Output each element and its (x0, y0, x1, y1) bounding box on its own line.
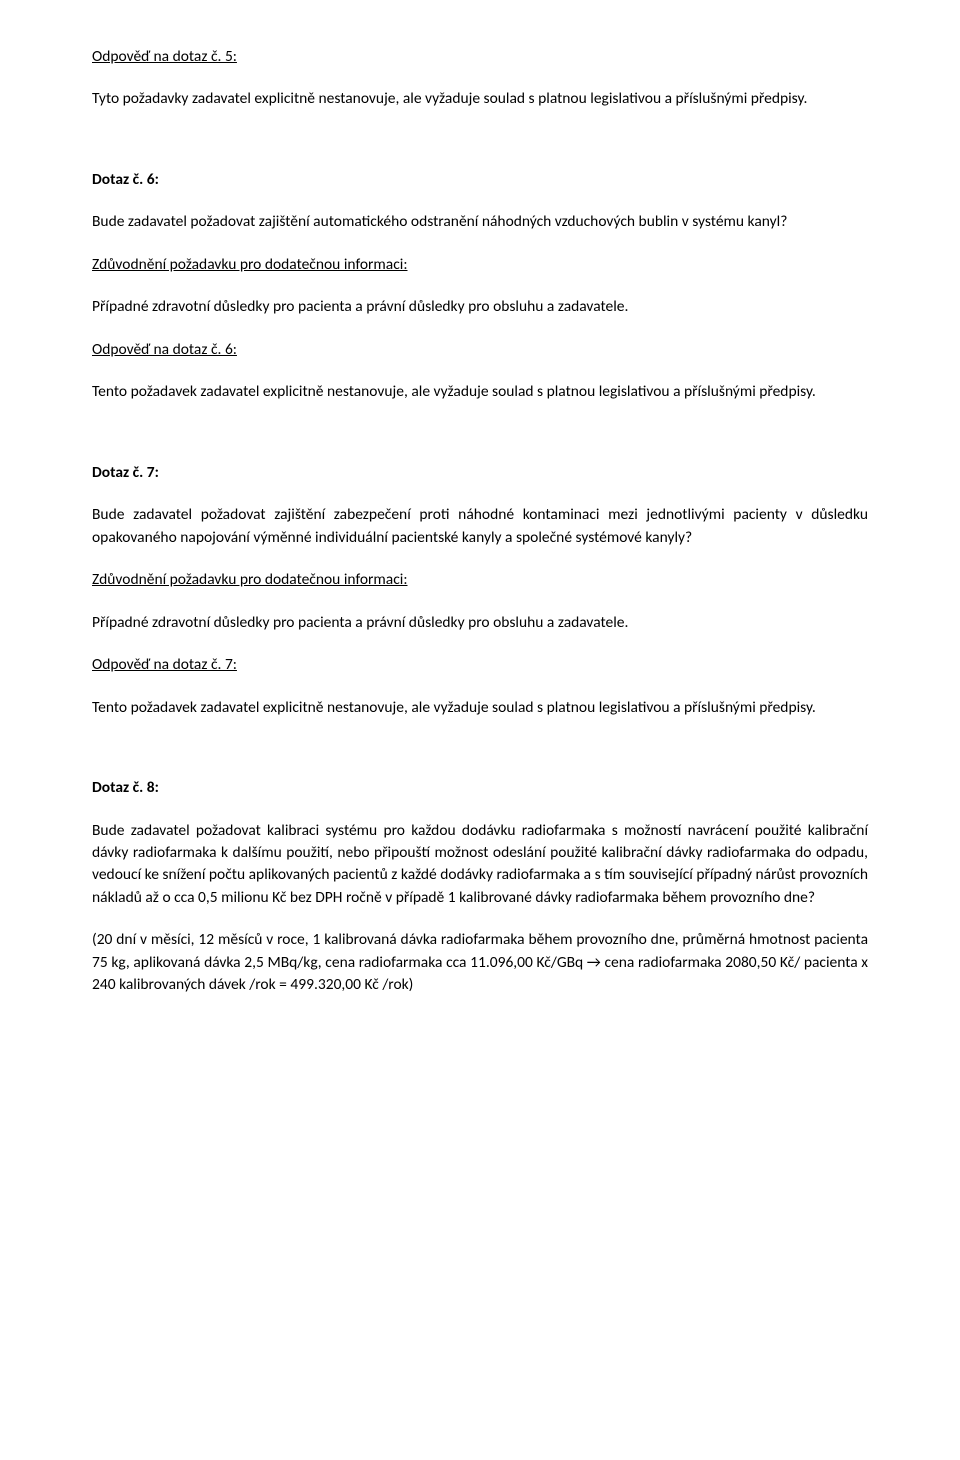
question-text-6: Bude zadavatel požadovat zajištění autom… (92, 211, 868, 233)
spacer (92, 131, 868, 169)
justify-heading-6: Zdůvodnění požadavku pro dodatečnou info… (92, 254, 868, 276)
answer-heading-7: Odpověď na dotaz č. 7: (92, 654, 868, 676)
justify-text-6: Případné zdravotní důsledky pro pacienta… (92, 296, 868, 318)
answer-heading-6: Odpověď na dotaz č. 6: (92, 339, 868, 361)
document-page: Odpověď na dotaz č. 5: Tyto požadavky za… (0, 0, 960, 1460)
question-heading-7: Dotaz č. 7: (92, 462, 868, 484)
answer-text-7: Tento požadavek zadavatel explicitně nes… (92, 697, 868, 719)
justify-text-7: Případné zdravotní důsledky pro pacienta… (92, 612, 868, 634)
spacer (92, 739, 868, 777)
question-text-8: Bude zadavatel požadovat kalibraci systé… (92, 820, 868, 910)
answer-text-5: Tyto požadavky zadavatel explicitně nest… (92, 88, 868, 110)
spacer (92, 424, 868, 462)
question-heading-6: Dotaz č. 6: (92, 169, 868, 191)
question-text-7: Bude zadavatel požadovat zajištění zabez… (92, 504, 868, 549)
answer-heading-5: Odpověď na dotaz č. 5: (92, 46, 868, 68)
calculation-text-8: (20 dní v měsíci, 12 měsíců v roce, 1 ka… (92, 929, 868, 996)
question-heading-8: Dotaz č. 8: (92, 777, 868, 799)
justify-heading-7: Zdůvodnění požadavku pro dodatečnou info… (92, 569, 868, 591)
answer-text-6: Tento požadavek zadavatel explicitně nes… (92, 381, 868, 403)
